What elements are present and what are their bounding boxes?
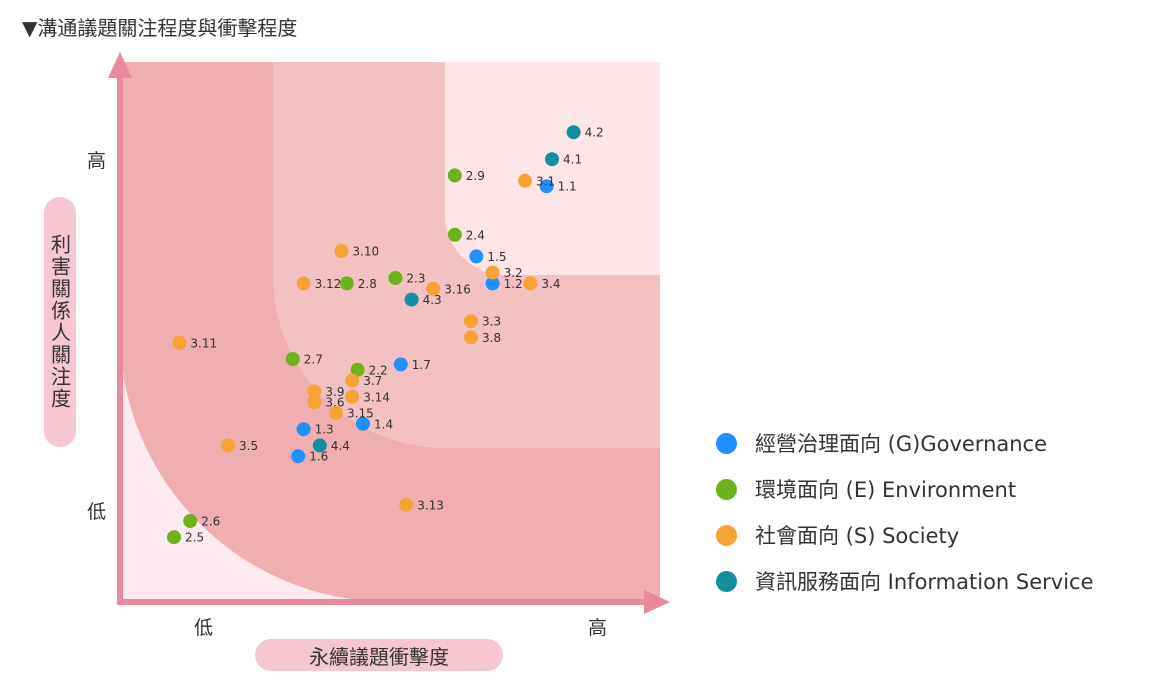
data-label-2-2: 2.2 xyxy=(369,363,388,377)
data-point-3-15 xyxy=(329,406,343,420)
data-point-1-2 xyxy=(485,276,500,291)
data-points: 1.1 1.5 1.2 1.7 1.3 1.4 1.6 2.9 2.4 2.3 2.8 2.7 2.2 2… xyxy=(167,125,604,545)
data-label-1-7: 1.7 xyxy=(412,358,431,372)
data-point-3-3 xyxy=(464,314,478,329)
legend-marker-governance xyxy=(716,432,737,454)
legend-marker-society xyxy=(716,524,737,546)
data-label-3-10: 3.10 xyxy=(352,245,379,259)
data-point-4-3 xyxy=(404,292,419,307)
data-label-4-1: 4.1 xyxy=(563,153,582,167)
legend-item-governance: 經營治理面向 (G)Governance xyxy=(716,420,1094,466)
data-label-4-3: 4.3 xyxy=(423,293,442,307)
data-point-3-11 xyxy=(172,335,187,350)
data-point-4-1 xyxy=(545,152,559,167)
data-label-3-9: 3.9 xyxy=(325,385,344,399)
data-point-3-6 xyxy=(307,395,322,410)
data-point-1-1 xyxy=(539,179,554,194)
data-label-1-2: 1.2 xyxy=(504,277,523,291)
data-point-2-4 xyxy=(447,227,462,242)
data-point-2-8 xyxy=(339,276,354,291)
data-label-2-5: 2.5 xyxy=(185,531,204,545)
data-point-3-13 xyxy=(399,497,414,512)
legend-label-governance: 經營治理面向 (G)Governance xyxy=(755,432,1048,456)
data-label-2-8: 2.8 xyxy=(358,277,377,291)
data-label-2-4: 2.4 xyxy=(466,228,485,242)
data-point-1-3 xyxy=(296,422,311,437)
chart-title: ▼溝通議題關注程度與衝擊程度 xyxy=(22,16,298,40)
y-axis-label-text: 利害關係人關注度 xyxy=(47,234,72,410)
data-point-2-2 xyxy=(350,362,365,377)
data-point-3-9 xyxy=(307,384,322,399)
x-tick-high: 高 xyxy=(588,617,608,639)
y-axis-label: 利害關係人關注度 xyxy=(44,197,76,447)
data-label-3-12: 3.12 xyxy=(315,277,342,291)
data-point-2-7 xyxy=(285,352,300,366)
data-label-3-3: 3.3 xyxy=(482,315,501,329)
data-label-4-2: 4.2 xyxy=(585,126,604,140)
data-point-1-4 xyxy=(356,416,370,431)
data-point-3-7 xyxy=(345,373,360,388)
data-label-3-7: 3.7 xyxy=(363,374,382,388)
data-label-4-4: 4.4 xyxy=(331,439,350,453)
y-tick-high: 高 xyxy=(87,150,107,172)
legend-marker-information-service xyxy=(716,570,737,592)
x-axis-arrow xyxy=(644,590,670,614)
data-label-2-3: 2.3 xyxy=(406,272,425,286)
data-label-1-3: 1.3 xyxy=(315,423,334,437)
data-label-1-5: 1.5 xyxy=(487,250,506,264)
data-label-3-13: 3.13 xyxy=(417,498,444,512)
data-label-2-9: 2.9 xyxy=(466,169,485,183)
data-label-2-7: 2.7 xyxy=(304,353,323,367)
legend-item-environment: 環境面向 (E) Environment xyxy=(716,466,1094,512)
data-label-3-2: 3.2 xyxy=(504,266,523,280)
data-point-1-5 xyxy=(469,249,484,264)
zone-high xyxy=(445,62,660,275)
legend-label-information-service: 資訊服務面向 Information Service xyxy=(755,570,1094,594)
data-point-1-7 xyxy=(393,357,408,372)
legend-label-society: 社會面向 (S) Society xyxy=(755,524,960,548)
data-point-3-16 xyxy=(426,281,441,296)
data-point-2-9 xyxy=(447,168,462,183)
data-point-3-12 xyxy=(296,276,311,291)
data-label-2-6: 2.6 xyxy=(201,515,220,529)
data-label-3-8: 3.8 xyxy=(482,331,501,345)
data-point-3-4 xyxy=(523,276,538,291)
data-label-1-4: 1.4 xyxy=(374,417,393,431)
data-point-3-14 xyxy=(345,389,360,404)
data-label-3-6: 3.6 xyxy=(325,396,344,410)
data-point-3-2 xyxy=(485,265,500,280)
data-label-1-1: 1.1 xyxy=(558,180,577,194)
legend-marker-environment xyxy=(716,478,737,500)
data-point-2-6 xyxy=(183,514,198,528)
data-point-4-2 xyxy=(566,125,581,140)
data-label-3-1: 3.1 xyxy=(536,174,555,188)
legend-item-information-service: 資訊服務面向 Information Service xyxy=(716,558,1094,604)
data-label-3-15: 3.15 xyxy=(347,407,374,421)
data-point-2-3 xyxy=(388,271,403,285)
data-point-4-4 xyxy=(312,438,327,453)
x-axis-label: 永續議題衝擊度 xyxy=(255,639,503,671)
data-label-3-5: 3.5 xyxy=(239,439,258,453)
data-point-3-5 xyxy=(221,438,235,453)
legend-item-society: 社會面向 (S) Society xyxy=(716,512,1094,558)
legend: 經營治理面向 (G)Governance 環境面向 (E) Environmen… xyxy=(716,420,1094,604)
y-tick-low: 低 xyxy=(87,501,107,523)
data-label-3-11: 3.11 xyxy=(190,336,217,350)
data-label-3-4: 3.4 xyxy=(541,277,560,291)
x-tick-low: 低 xyxy=(194,617,214,639)
data-point-1-6 xyxy=(291,449,306,464)
legend-label-environment: 環境面向 (E) Environment xyxy=(755,478,1017,502)
data-point-3-1 xyxy=(518,173,532,188)
data-label-3-16: 3.16 xyxy=(444,282,471,296)
data-label-3-14: 3.14 xyxy=(363,390,390,404)
data-point-3-10 xyxy=(334,244,349,258)
data-point-2-5 xyxy=(167,530,181,545)
data-label-1-6: 1.6 xyxy=(309,450,328,464)
data-point-3-8 xyxy=(464,330,478,345)
y-axis-arrow xyxy=(108,52,132,78)
